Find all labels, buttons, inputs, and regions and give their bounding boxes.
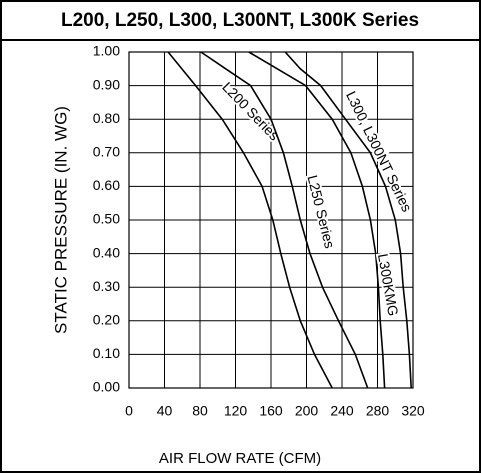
plot-border [128, 51, 414, 389]
x-tick-label: 40 [157, 403, 173, 419]
chart-title: L200, L250, L300, L300NT, L300K Series [61, 10, 419, 31]
x-tick-label: 120 [224, 403, 248, 419]
x-tick-label: 280 [366, 403, 390, 419]
y-tick-label: 0.70 [93, 144, 120, 160]
curve [167, 51, 333, 389]
curve [200, 51, 369, 389]
y-tick-label: 0.80 [93, 110, 120, 126]
x-tick-label: 0 [125, 403, 133, 419]
y-tick-label: 0.20 [93, 312, 120, 328]
x-tick-label: 160 [259, 403, 283, 419]
curve [248, 51, 386, 389]
y-tick-label: 0.00 [93, 379, 120, 395]
x-tick-label: 320 [401, 403, 425, 419]
y-tick-label: 0.50 [93, 211, 120, 227]
y-tick-label: 0.90 [93, 76, 120, 92]
y-tick-label: 0.40 [93, 244, 120, 260]
x-tick-label: 200 [295, 403, 319, 419]
x-tick-label: 240 [330, 403, 354, 419]
y-tick-label: 0.60 [93, 177, 120, 193]
y-tick-label: 1.00 [93, 43, 120, 59]
y-tick-label: 0.10 [93, 345, 120, 361]
x-tick-label: 80 [192, 403, 208, 419]
x-axis-label: AIR FLOW RATE (CFM) [159, 450, 321, 467]
y-tick-label: 0.30 [93, 278, 120, 294]
y-axis-label: STATIC PRESSURE (IN. WG) [51, 106, 70, 334]
curve [284, 51, 412, 389]
